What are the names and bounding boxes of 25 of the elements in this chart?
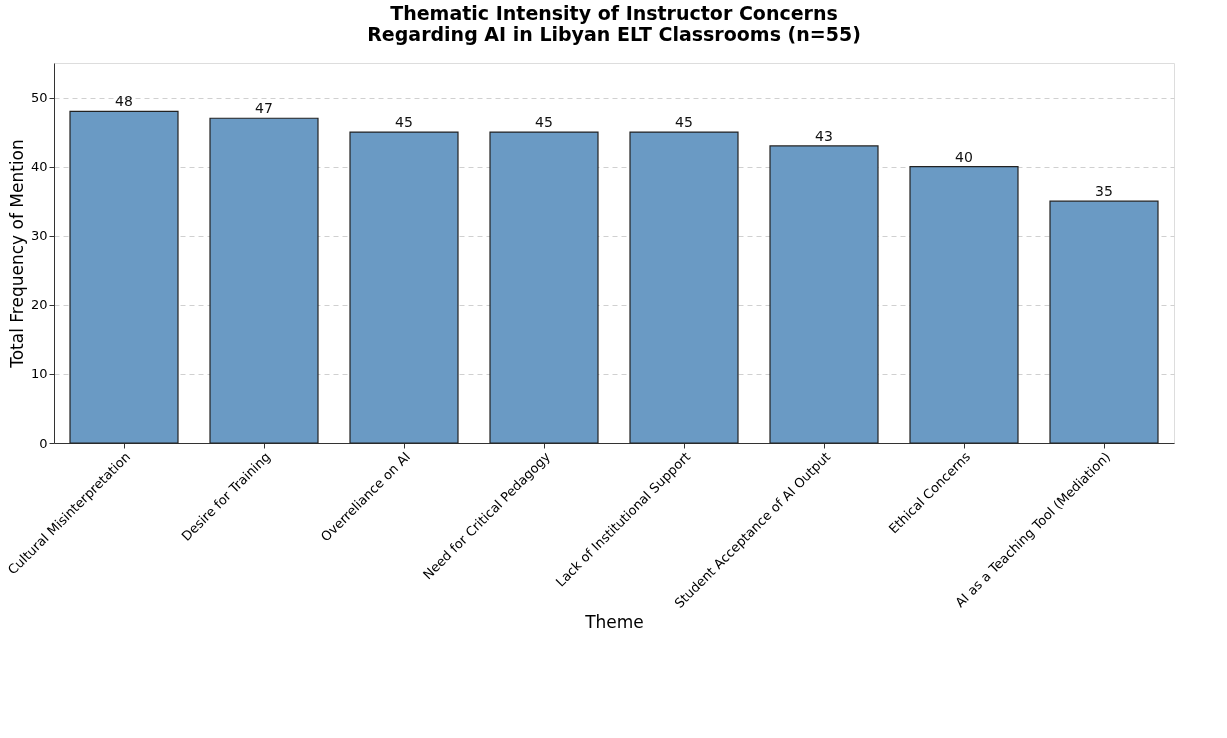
bar (1049, 200, 1159, 444)
bar (349, 131, 459, 444)
data-label: 45 (675, 114, 693, 131)
bar (69, 110, 179, 444)
y-axis-title: Total Frequency of Mention (6, 139, 27, 369)
chart-title: Thematic Intensity of Instructor Concerns Regarding AI in Libyan ELT Classrooms (n=55) (367, 2, 861, 45)
data-label: 45 (395, 114, 413, 131)
y-tick-label: 0 (39, 435, 48, 451)
bar (629, 131, 739, 444)
bar (909, 166, 1019, 444)
x-axis-title: Theme (584, 611, 644, 632)
data-label: 48 (115, 93, 133, 110)
y-tick-label: 10 (30, 366, 48, 382)
data-label: 35 (1095, 183, 1113, 200)
bar (209, 117, 319, 444)
data-label: 40 (955, 148, 973, 165)
y-tick-label: 30 (30, 228, 48, 244)
y-tick-label: 40 (30, 159, 48, 175)
bar (769, 145, 879, 444)
bar (489, 131, 599, 444)
y-tick-label: 50 (30, 90, 48, 106)
data-label: 45 (535, 114, 553, 131)
data-label: 43 (815, 127, 833, 144)
data-label: 47 (255, 100, 273, 117)
y-tick-label: 20 (30, 297, 48, 313)
